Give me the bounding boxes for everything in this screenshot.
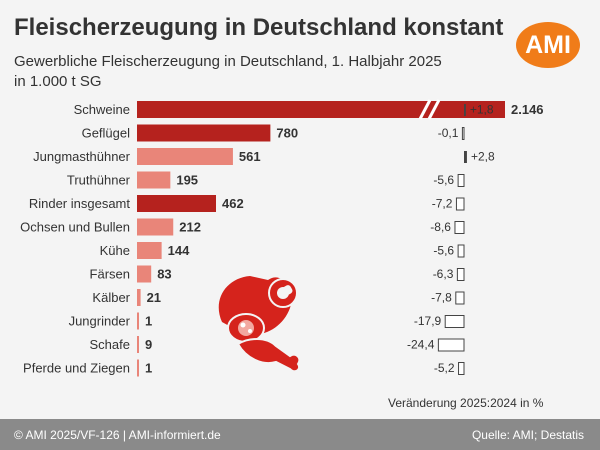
value-label-faersen: 83 bbox=[157, 267, 171, 282]
change-bar-faersen bbox=[456, 268, 465, 281]
category-label-schweine: Schweine bbox=[74, 102, 130, 117]
change-bar-rinder-insgesamt bbox=[455, 197, 465, 211]
category-label-rinder-insgesamt: Rinder insgesamt bbox=[29, 196, 131, 211]
category-label-pferde-und-ziegen: Pferde und Ziegen bbox=[23, 361, 130, 376]
category-label-gefluegel: Geflügel bbox=[82, 126, 131, 141]
bar-ochsen-und-bullen bbox=[137, 218, 174, 236]
bar-kaelber bbox=[137, 289, 141, 306]
change-label-jungmasthuehner: +2,8 bbox=[471, 150, 495, 164]
change-label-faersen: -6,3 bbox=[433, 267, 454, 281]
change-bar-schafe bbox=[437, 338, 465, 352]
category-label-ochsen-und-bullen: Ochsen und Bullen bbox=[20, 220, 130, 235]
change-label-kaelber: -7,8 bbox=[431, 291, 452, 305]
ami-logo: AMI bbox=[516, 22, 580, 68]
change-axis-label: Veränderung 2025:2024 in % bbox=[388, 396, 544, 410]
category-label-faersen: Färsen bbox=[90, 267, 130, 282]
footer-bar: © AMI 2025/VF-126 | AMI-informiert.de Qu… bbox=[0, 419, 600, 450]
chart-subtitle: Gewerbliche Fleischerzeugung in Deutschl… bbox=[14, 52, 442, 92]
bar-schweine bbox=[137, 101, 505, 118]
bar-truthuehner bbox=[137, 171, 171, 189]
value-label-gefluegel: 780 bbox=[276, 126, 298, 141]
category-label-kaelber: Kälber bbox=[92, 290, 130, 305]
axis-break-mark-2 bbox=[427, 99, 441, 120]
change-label-gefluegel: -0,1 bbox=[438, 126, 459, 140]
bar-schafe bbox=[137, 336, 139, 353]
value-label-pferde-und-ziegen: 1 bbox=[145, 361, 152, 376]
change-bar-schweine bbox=[464, 104, 466, 116]
value-label-schweine: 2.146 bbox=[511, 102, 544, 117]
change-bar-jungmasthuehner bbox=[464, 151, 467, 163]
footer-copyright: © AMI 2025/VF-126 | AMI-informiert.de bbox=[14, 428, 221, 442]
bar-pferde-und-ziegen bbox=[137, 359, 139, 377]
meat-illustration-icon bbox=[218, 276, 301, 373]
category-label-schafe: Schafe bbox=[90, 337, 130, 352]
bar-faersen bbox=[137, 265, 152, 283]
subtitle-line-2: in 1.000 t SG bbox=[14, 73, 102, 90]
ami-logo-text: AMI bbox=[525, 31, 571, 59]
axis-break-mark-1 bbox=[418, 99, 432, 120]
change-bar-pferde-und-ziegen bbox=[458, 362, 465, 375]
change-bar-truthuehner bbox=[457, 174, 465, 187]
value-label-schafe: 9 bbox=[145, 337, 152, 352]
bar-jungrinder bbox=[137, 312, 139, 330]
bar-gefluegel bbox=[137, 124, 271, 142]
change-bar-kuehe bbox=[457, 244, 465, 258]
subtitle-line-1: Gewerbliche Fleischerzeugung in Deutschl… bbox=[14, 53, 442, 70]
value-label-rinder-insgesamt: 462 bbox=[222, 196, 244, 211]
change-bar-gefluegel bbox=[461, 127, 465, 140]
category-label-truthuehner: Truthühner bbox=[67, 173, 131, 188]
bar-kuehe bbox=[137, 242, 162, 259]
change-label-jungrinder: -17,9 bbox=[414, 314, 442, 328]
change-label-rinder-insgesamt: -7,2 bbox=[432, 197, 453, 211]
change-bar-kaelber bbox=[455, 291, 465, 305]
change-label-schweine: +1,8 bbox=[470, 103, 494, 117]
change-label-schafe: -24,4 bbox=[407, 338, 435, 352]
value-label-jungmasthuehner: 561 bbox=[239, 149, 261, 164]
change-label-pferde-und-ziegen: -5,2 bbox=[434, 361, 455, 375]
bar-jungmasthuehner bbox=[137, 148, 233, 165]
value-label-jungrinder: 1 bbox=[145, 314, 152, 329]
change-label-truthuehner: -5,6 bbox=[433, 173, 454, 187]
change-bar-ochsen-und-bullen bbox=[454, 221, 465, 234]
value-label-kaelber: 21 bbox=[147, 290, 161, 305]
value-label-kuehe: 144 bbox=[168, 243, 190, 258]
change-label-kuehe: -5,6 bbox=[433, 244, 454, 258]
chart-title: Fleischerzeugung in Deutschland konstant bbox=[14, 14, 504, 41]
value-label-ochsen-und-bullen: 212 bbox=[179, 220, 201, 235]
footer-source: Quelle: AMI; Destatis bbox=[471, 428, 584, 442]
category-label-kuehe: Kühe bbox=[100, 243, 130, 258]
bars-layer: Schweine 2.146 +1,8 Geflügel 780 -0,1 Jungmast… bbox=[20, 99, 544, 377]
value-label-truthuehner: 195 bbox=[176, 173, 198, 188]
category-label-jungmasthuehner: Jungmasthühner bbox=[33, 149, 131, 164]
bar-rinder-insgesamt bbox=[137, 195, 217, 212]
category-label-jungrinder: Jungrinder bbox=[69, 314, 131, 329]
change-label-ochsen-und-bullen: -8,6 bbox=[430, 220, 451, 234]
change-bar-jungrinder bbox=[444, 315, 465, 328]
bar-chart: Schweine 2.146 +1,8 Geflügel 780 -0,1 Jungmast… bbox=[20, 99, 544, 377]
